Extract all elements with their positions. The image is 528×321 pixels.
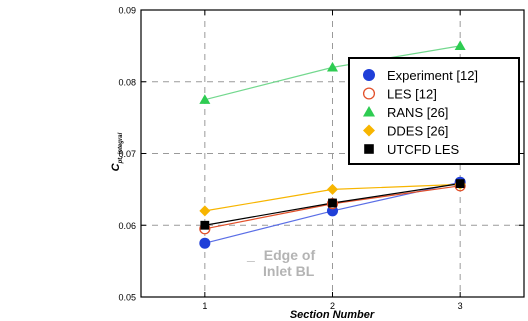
legend-label: UTCFD LES (387, 142, 460, 157)
legend-marker (362, 87, 376, 100)
x-tick-label: 3 (458, 301, 463, 311)
legend-marker (364, 144, 374, 154)
y-axis-label-subscript: pt, integral (118, 132, 124, 164)
y-axis-label: Cpt, integral (110, 132, 124, 171)
legend-label: RANS [26] (387, 105, 448, 120)
data-point (327, 183, 338, 195)
y-tick-label: 0.06 (118, 221, 136, 231)
data-point (455, 179, 465, 189)
data-point (200, 220, 210, 230)
y-tick-label: 0.07 (118, 149, 136, 159)
legend: Experiment [12] LES [12] RANS [26] DDES [26… (348, 57, 520, 165)
legend-marker (363, 124, 375, 137)
data-point (199, 237, 211, 249)
x-tick-label: 2 (330, 301, 335, 311)
data-point (454, 40, 466, 50)
data-point (328, 198, 337, 208)
inlet-bl-line2: Inlet BL (263, 263, 315, 279)
data-point (327, 61, 338, 72)
inlet-bl-line1: Edge of (263, 247, 316, 263)
x-axis-label: Section Number (290, 309, 375, 321)
data-point (199, 94, 211, 104)
legend-box (348, 57, 520, 165)
legend-label: LES [12] (387, 87, 437, 102)
data-point (199, 205, 211, 217)
inlet-bl-note: _ Edge of Inlet BL (247, 247, 316, 279)
svg-text:Cpt, integral: Cpt, integral (110, 132, 124, 171)
y-tick-label: 0.05 (118, 293, 136, 303)
y-tick-label: 0.09 (118, 6, 136, 16)
x-tick-label: 1 (202, 301, 207, 311)
series-layer (199, 40, 466, 249)
legend-marker (363, 69, 375, 81)
legend-marker (363, 106, 375, 117)
inlet-bl-dash: _ (247, 247, 255, 263)
legend-label: Experiment [12] (387, 68, 478, 83)
y-axis-label-main: C (110, 162, 122, 171)
legend-label: DDES [26] (387, 124, 448, 139)
y-tick-label: 0.08 (118, 77, 136, 87)
